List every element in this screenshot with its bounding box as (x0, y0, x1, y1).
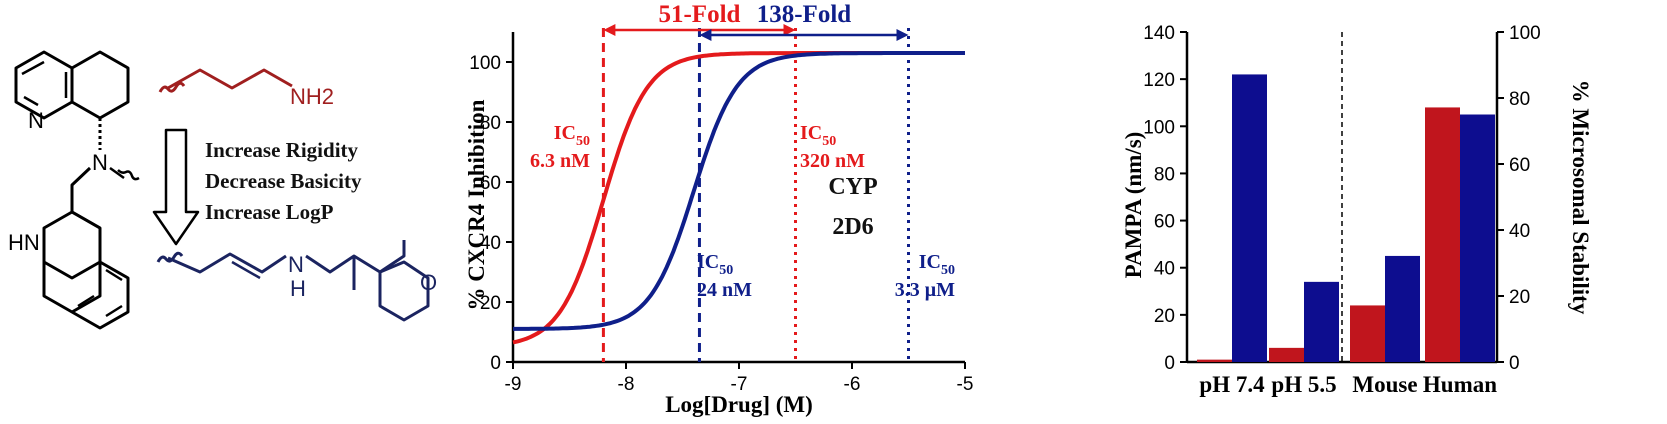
cyp-label: CYP (828, 174, 877, 200)
chemical-scheme (14, 50, 430, 330)
bar (1232, 74, 1267, 362)
bar (1385, 255, 1420, 362)
transform-text-2: Decrease Basicity (205, 169, 362, 193)
x-tick-label: -8 (618, 374, 635, 395)
scheme-atom-labels: N N HN NH2 N H O (8, 84, 437, 301)
fold-arrow-head (783, 24, 796, 36)
y-right-axis-title: % Microsomal Stability (1568, 80, 1593, 315)
pyridine-ring (14, 50, 74, 120)
bar (1425, 107, 1460, 362)
fold-label: 51-Fold (658, 1, 740, 28)
tetrahydropyran-ring (352, 256, 430, 322)
ic50-label: IC50 (800, 122, 836, 149)
y-tick-label: 100 (469, 53, 501, 74)
y-right-tick-label: 100 (1509, 23, 1541, 44)
x-tick-label: -7 (731, 374, 748, 395)
y-tick-label: 0 (1164, 353, 1175, 374)
category-label: pH 7.4 (1199, 372, 1265, 397)
category-label: Human (1423, 372, 1497, 397)
x-tick-label: -5 (957, 374, 974, 395)
ic50-label: IC50 (919, 251, 955, 278)
y-tick-label: 80 (480, 113, 501, 134)
navy-fragment (156, 240, 430, 322)
hn-label: HN (8, 230, 40, 255)
transform-text-3: Increase LogP (205, 200, 334, 224)
fold-arrow-head (896, 29, 909, 41)
nh2-label: NH2 (290, 84, 334, 109)
ic50-value: 24 nM (697, 279, 752, 301)
ic50-value: 320 nM (800, 150, 865, 172)
y-tick-label: 20 (480, 293, 501, 314)
x-axis-title: Log[Drug] (M) (665, 392, 813, 417)
y-tick-label: 100 (1143, 117, 1175, 138)
fold-arrow-head (699, 29, 712, 41)
bar (1304, 281, 1339, 362)
y-tick-label: 60 (1154, 212, 1175, 233)
y-tick-label: 120 (1143, 70, 1175, 91)
ring-n-label: N (28, 108, 44, 133)
y-tick-label: 0 (490, 353, 501, 374)
transform-arrow (152, 128, 200, 246)
oxygen-label: O (420, 270, 437, 295)
y-tick-label: 140 (1143, 23, 1175, 44)
dose-response-curve (513, 51, 965, 331)
y-tick-label: 40 (480, 233, 501, 254)
y-right-tick-label: 0 (1509, 353, 1520, 374)
benzo-ring (42, 260, 130, 330)
ic50-label: IC50 (697, 251, 733, 278)
y-right-tick-label: 40 (1509, 221, 1530, 242)
y-axis-title: % CXCR4 Inhibition (464, 99, 489, 310)
y-tick-label: 80 (1154, 164, 1175, 185)
dose-response-chart: 0 20 40 60 80 100 -9 -8 -7 -6 -5 Log[Drug] (M) % CXC… (464, 1, 973, 417)
category-label: Mouse (1352, 372, 1417, 397)
cyp-label: 2D6 (832, 214, 873, 240)
bar (1269, 347, 1304, 362)
fold-arrow-head (603, 24, 616, 36)
category-label: pH 5.5 (1271, 372, 1336, 397)
x-tick-label: -9 (505, 374, 522, 395)
bar (1197, 359, 1232, 362)
ic50-label: IC50 (554, 122, 590, 149)
y-tick-label: 60 (480, 173, 501, 194)
transform-text-1: Increase Rigidity (205, 138, 359, 162)
transform-list: Increase Rigidity Decrease Basicity Incr… (205, 138, 362, 224)
navy-n-label: N (288, 252, 304, 277)
amine-n-label: N (92, 150, 108, 175)
y-right-tick-label: 80 (1509, 89, 1530, 110)
red-fragment (158, 68, 293, 93)
y-right-tick-label: 20 (1509, 287, 1530, 308)
squiggle-bond (109, 166, 140, 181)
bar (1460, 114, 1495, 362)
ic50-value: 6.3 nM (530, 150, 590, 172)
ic50-value: 3.3 μM (895, 279, 955, 301)
y-right-tick-label: 60 (1509, 155, 1530, 176)
navy-h-label: H (290, 276, 306, 301)
y-axis-title: PAMPA (nm/s) (1121, 132, 1146, 279)
y-tick-label: 20 (1154, 306, 1175, 327)
bar (1350, 305, 1385, 362)
cyclohexane-ring (71, 50, 130, 120)
y-tick-label: 40 (1154, 259, 1175, 280)
x-tick-label: -6 (844, 374, 861, 395)
fold-label: 138-Fold (757, 1, 852, 28)
